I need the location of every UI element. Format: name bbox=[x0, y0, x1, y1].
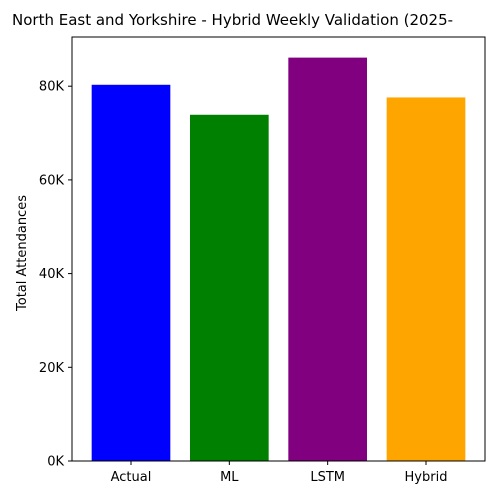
x-ticks-group: Actual ML LSTM Hybrid bbox=[111, 461, 448, 485]
y-tick-label: 80K bbox=[39, 80, 65, 95]
axes-group bbox=[71, 36, 486, 462]
y-tick-label: 20K bbox=[39, 361, 65, 376]
bar-actual bbox=[91, 84, 171, 461]
bar-hybrid bbox=[386, 97, 466, 462]
y-ticks-group: 0K 20K 40K 60K 80K bbox=[39, 80, 72, 470]
y-tick-label: 60K bbox=[39, 173, 65, 188]
x-tick-label: LSTM bbox=[310, 470, 345, 485]
y-tick-label: 0K bbox=[47, 455, 64, 470]
y-axis-label: Total Attendances bbox=[15, 195, 30, 312]
bars-group bbox=[91, 57, 466, 462]
plot-frame bbox=[71, 36, 486, 462]
x-tick-label: ML bbox=[220, 470, 239, 485]
bar-lstm bbox=[288, 57, 367, 461]
chart-title: North East and Yorkshire - Hybrid Weekly… bbox=[12, 11, 453, 29]
bar-ml bbox=[190, 114, 269, 462]
x-tick-label: Hybrid bbox=[405, 470, 448, 485]
x-tick-label: Actual bbox=[111, 470, 152, 485]
y-tick-label: 40K bbox=[39, 267, 65, 282]
